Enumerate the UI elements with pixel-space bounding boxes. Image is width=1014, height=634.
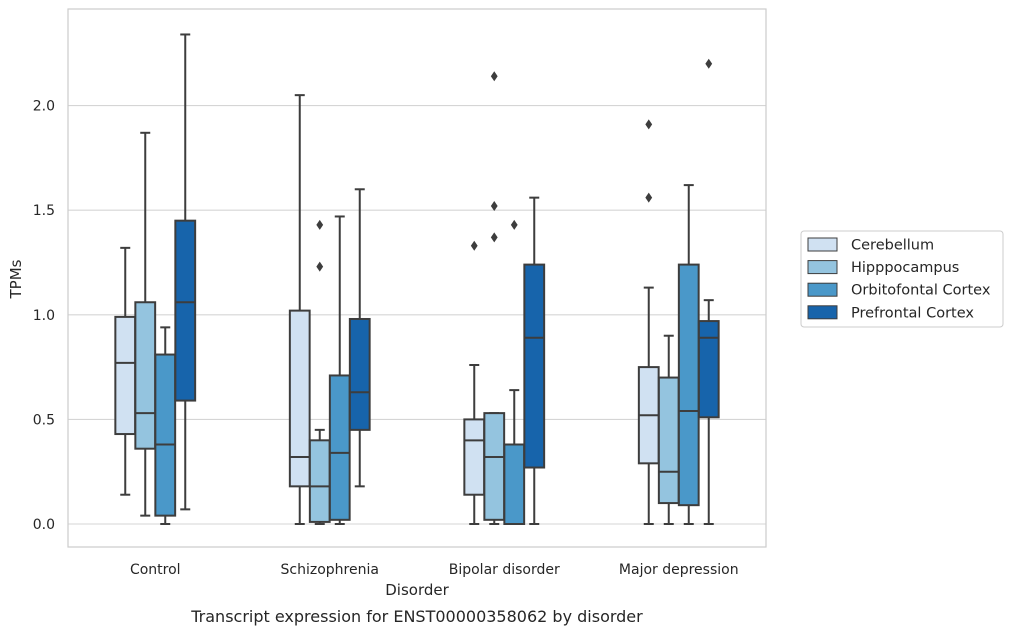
legend-swatch bbox=[807, 260, 838, 275]
box bbox=[463, 418, 486, 496]
chart-caption: Transcript expression for ENST0000035806… bbox=[190, 607, 643, 626]
box-group bbox=[677, 184, 700, 525]
y-tick-label: 0.5 bbox=[33, 412, 55, 428]
x-tick-label: Schizophrenia bbox=[281, 562, 379, 578]
box-group bbox=[503, 219, 526, 525]
box-group bbox=[697, 58, 720, 525]
box-group bbox=[348, 188, 371, 488]
box-group bbox=[637, 119, 660, 525]
legend-label: Cerebellum bbox=[851, 238, 934, 254]
box-group bbox=[174, 33, 197, 511]
box bbox=[697, 320, 720, 419]
box bbox=[657, 376, 680, 505]
x-tick-label: Bipolar disorder bbox=[449, 562, 560, 578]
outlier-point bbox=[470, 240, 478, 251]
box bbox=[134, 301, 157, 450]
outlier-point bbox=[510, 219, 518, 230]
legend-swatch bbox=[807, 237, 838, 252]
box-group bbox=[134, 131, 157, 517]
box-group bbox=[463, 240, 486, 525]
box-group bbox=[483, 71, 506, 525]
x-tick-label: Control bbox=[130, 562, 181, 578]
legend-frame bbox=[800, 230, 1004, 328]
legend-swatch bbox=[807, 282, 838, 297]
legend-swatch bbox=[807, 305, 838, 320]
box bbox=[523, 263, 546, 469]
box bbox=[308, 439, 331, 523]
y-tick-label: 2.0 bbox=[33, 99, 55, 115]
box-group bbox=[657, 334, 680, 525]
outlier-point bbox=[645, 119, 653, 130]
box bbox=[483, 412, 506, 521]
box bbox=[348, 317, 371, 431]
y-tick-label: 0.0 bbox=[33, 517, 55, 533]
box bbox=[174, 219, 197, 402]
legend: Cerebellum Hipppocampus Orbitofontal Corte… bbox=[800, 230, 1004, 328]
box bbox=[288, 309, 311, 488]
legend-label: Prefrontal Cortex bbox=[851, 305, 974, 321]
legend-label: Hipppocampus bbox=[851, 260, 959, 276]
legend-label: Orbitofontal Cortex bbox=[851, 283, 991, 299]
box-group bbox=[308, 219, 331, 525]
box-group bbox=[523, 196, 546, 525]
box-group bbox=[328, 215, 351, 525]
outlier-point bbox=[316, 261, 324, 272]
boxes-layer bbox=[114, 33, 720, 525]
box bbox=[114, 315, 137, 436]
outlier-point bbox=[490, 232, 498, 243]
box-group bbox=[154, 326, 177, 525]
box bbox=[677, 263, 700, 507]
outlier-point bbox=[490, 201, 498, 212]
y-tick-label: 1.0 bbox=[33, 308, 55, 324]
box-group bbox=[114, 246, 137, 496]
box bbox=[328, 374, 351, 521]
y-tick-label: 1.5 bbox=[33, 203, 55, 219]
box bbox=[154, 353, 177, 517]
outlier-point bbox=[316, 219, 324, 230]
x-tick-label: Major depression bbox=[619, 562, 739, 578]
box bbox=[503, 443, 526, 525]
outlier-point bbox=[645, 192, 653, 203]
box-group bbox=[288, 94, 311, 525]
y-ticks: 0.0 0.5 1.0 1.5 2.0 bbox=[33, 99, 55, 533]
plot-frame bbox=[67, 8, 767, 548]
x-axis-label: Disorder bbox=[385, 581, 449, 599]
y-axis-label: TPMs bbox=[7, 259, 25, 299]
x-ticks: Control Schizophrenia Bipolar disorder Majo… bbox=[130, 562, 739, 578]
outlier-point bbox=[705, 58, 713, 69]
outlier-point bbox=[490, 71, 498, 82]
